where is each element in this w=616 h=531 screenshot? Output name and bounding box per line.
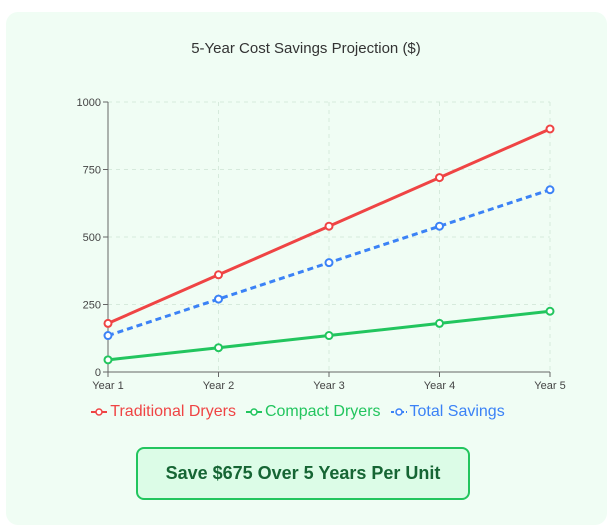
data-point-1-3[interactable] [435, 318, 444, 328]
legend-item-1[interactable]: Compact Dryers [245, 403, 381, 421]
data-point-2-0[interactable] [103, 331, 113, 341]
data-point-2-4[interactable] [545, 185, 555, 195]
x-tick-label: Year 3 [313, 380, 344, 392]
data-point-0-3[interactable] [435, 173, 444, 183]
data-point-2-2[interactable] [324, 258, 334, 268]
legend-marker-icon [245, 408, 262, 416]
data-point-0-2[interactable] [324, 221, 334, 231]
legend-label: Compact Dryers [264, 403, 381, 420]
data-point-0-1[interactable] [214, 270, 223, 280]
data-point-1-0[interactable] [103, 355, 113, 365]
data-point-0-0[interactable] [103, 318, 113, 328]
y-tick-label: 500 [83, 232, 101, 244]
legend-label: Total Savings [409, 403, 505, 420]
y-tick-label: 0 [95, 367, 101, 379]
y-tick-label: 1000 [77, 97, 101, 109]
x-tick-label: Year 5 [534, 380, 565, 392]
chart-title: 5-Year Cost Savings Projection ($) [191, 40, 421, 57]
data-point-1-4[interactable] [545, 306, 555, 316]
data-point-0-4[interactable] [545, 124, 555, 134]
y-tick-label: 750 [83, 165, 101, 177]
series-lines [103, 124, 555, 365]
legend-item-0[interactable]: Traditional Dryers [91, 403, 236, 421]
x-tick-label: Year 1 [92, 380, 123, 392]
legend-label: Traditional Dryers [110, 403, 236, 420]
legend-item-2[interactable]: Total Savings [390, 403, 505, 421]
x-tick-label: Year 4 [424, 380, 455, 392]
data-point-1-1[interactable] [214, 343, 223, 353]
y-tick-label: 250 [83, 300, 101, 312]
x-tick-label: Year 2 [203, 380, 234, 392]
data-point-2-3[interactable] [435, 221, 444, 231]
chart-card [6, 12, 607, 525]
legend-marker-icon [390, 408, 407, 416]
chart-legend: Traditional Dryers Compact Dryers Total Sa… [0, 403, 596, 421]
data-point-2-1[interactable] [214, 294, 223, 304]
savings-callout-button[interactable]: Save $675 Over 5 Years Per Unit [136, 447, 470, 500]
legend-marker-icon [91, 408, 108, 416]
grid-lines [108, 101, 551, 372]
line-chart: 0 250 500 750 1000 Year 1 Year 2 Year 3 Year 4 Ye… [77, 97, 566, 392]
data-point-1-2[interactable] [324, 331, 334, 341]
axes: 0 250 500 750 1000 Year 1 Year 2 Year 3 Year 4 Ye… [77, 97, 566, 392]
